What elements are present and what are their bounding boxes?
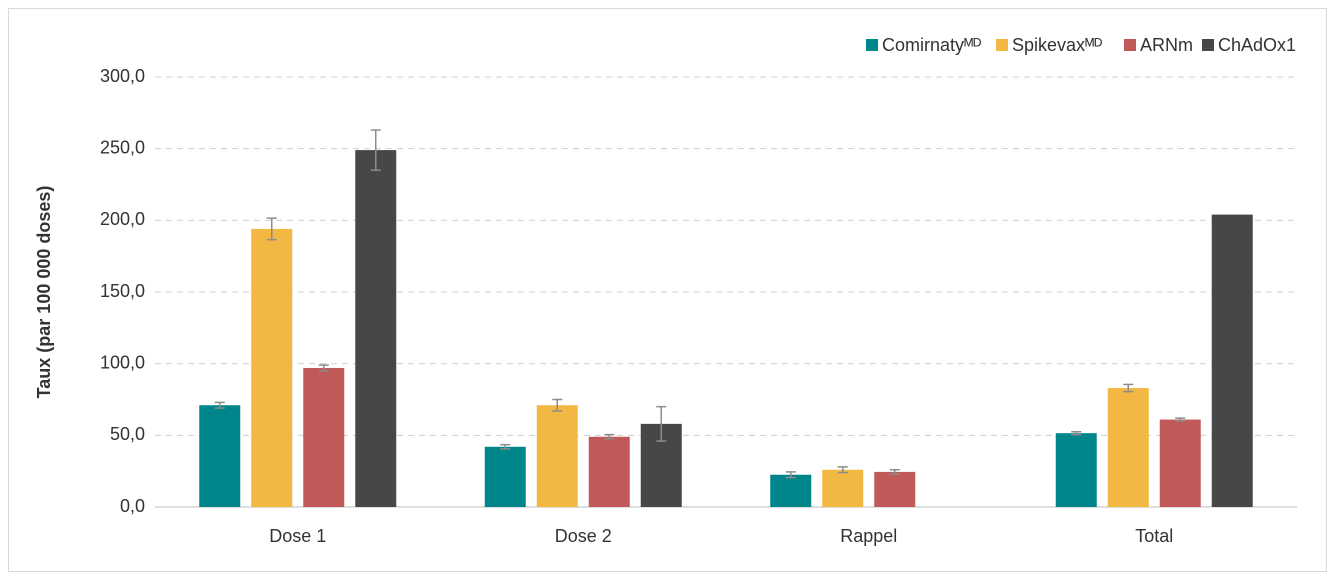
y-tick-label: 150,0 [100, 281, 145, 301]
legend-swatch [1202, 39, 1214, 51]
legend-label: Spikevaxᴹᴰ [1012, 35, 1102, 55]
y-axis-label: Taux (par 100 000 doses) [34, 186, 54, 399]
bar [822, 469, 864, 507]
legend-swatch [866, 39, 878, 51]
bar [588, 436, 630, 507]
bar [355, 150, 397, 507]
bar [199, 405, 241, 507]
bar [251, 228, 293, 507]
bar [770, 474, 812, 507]
y-tick-label: 100,0 [100, 352, 145, 372]
y-tick-label: 50,0 [110, 424, 145, 444]
legend-label: ARNm [1140, 35, 1193, 55]
x-tick-label: Dose 2 [555, 526, 612, 546]
x-tick-label: Dose 1 [269, 526, 326, 546]
bar [484, 446, 526, 507]
bar [303, 367, 345, 507]
legend-label: Comirnatyᴹᴰ [882, 35, 981, 55]
bar [1107, 388, 1149, 507]
bar [874, 471, 916, 507]
bar [536, 405, 578, 507]
x-tick-label: Total [1135, 526, 1173, 546]
bar [1211, 214, 1253, 507]
y-tick-label: 0,0 [120, 496, 145, 516]
bar [1159, 419, 1201, 507]
y-tick-label: 250,0 [100, 137, 145, 157]
legend-swatch [996, 39, 1008, 51]
y-tick-label: 200,0 [100, 209, 145, 229]
legend-swatch [1124, 39, 1136, 51]
legend-label: ChAdOx1 [1218, 35, 1296, 55]
y-tick-label: 300,0 [100, 66, 145, 86]
bar [1055, 433, 1097, 507]
x-tick-label: Rappel [840, 526, 897, 546]
